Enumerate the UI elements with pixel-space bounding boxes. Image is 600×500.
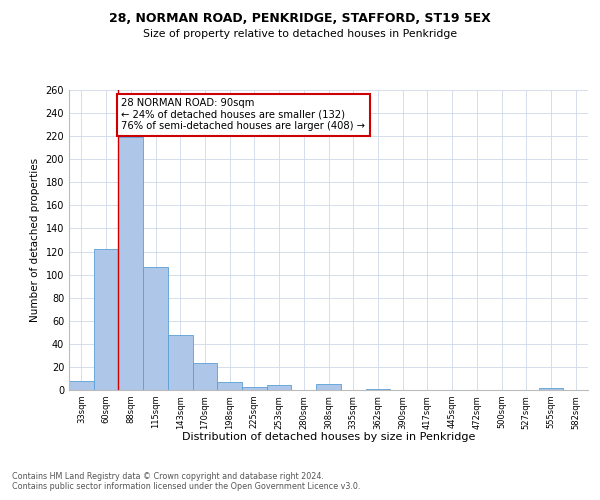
Bar — [316, 384, 341, 390]
Bar — [217, 382, 242, 390]
Bar — [365, 389, 390, 390]
Text: Size of property relative to detached houses in Penkridge: Size of property relative to detached ho… — [143, 29, 457, 39]
Bar — [69, 381, 94, 390]
Bar — [143, 266, 168, 390]
Y-axis label: Number of detached properties: Number of detached properties — [30, 158, 40, 322]
Bar — [539, 388, 563, 390]
Bar — [267, 386, 292, 390]
Text: Distribution of detached houses by size in Penkridge: Distribution of detached houses by size … — [182, 432, 475, 442]
Bar — [94, 249, 118, 390]
Text: 28, NORMAN ROAD, PENKRIDGE, STAFFORD, ST19 5EX: 28, NORMAN ROAD, PENKRIDGE, STAFFORD, ST… — [109, 12, 491, 26]
Text: Contains public sector information licensed under the Open Government Licence v3: Contains public sector information licen… — [12, 482, 361, 491]
Bar — [168, 334, 193, 390]
Bar — [118, 138, 143, 390]
Bar — [193, 364, 217, 390]
Text: Contains HM Land Registry data © Crown copyright and database right 2024.: Contains HM Land Registry data © Crown c… — [12, 472, 324, 481]
Text: 28 NORMAN ROAD: 90sqm
← 24% of detached houses are smaller (132)
76% of semi-det: 28 NORMAN ROAD: 90sqm ← 24% of detached … — [121, 98, 365, 132]
Bar — [242, 386, 267, 390]
